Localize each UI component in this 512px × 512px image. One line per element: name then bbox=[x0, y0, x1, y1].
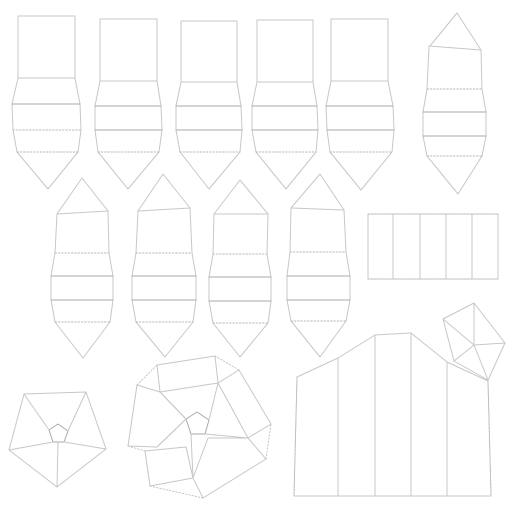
panel-7 bbox=[50, 177, 114, 359]
pentagon-fan-left bbox=[8, 391, 107, 488]
row-1-long-panels bbox=[11, 12, 487, 195]
panel-5 bbox=[325, 18, 395, 191]
panel-1 bbox=[11, 15, 82, 190]
pentagon-fan-center bbox=[127, 355, 272, 499]
panel-3 bbox=[175, 20, 243, 190]
large-bottom-panel bbox=[293, 332, 492, 497]
panel-10 bbox=[286, 173, 351, 358]
panel-4 bbox=[251, 19, 319, 190]
strip-grid bbox=[367, 213, 499, 280]
cap-piece-upper-right bbox=[442, 302, 506, 381]
panel-2 bbox=[94, 18, 163, 190]
row-2-panels bbox=[50, 173, 351, 359]
panel-8 bbox=[131, 173, 197, 358]
panel-9 bbox=[208, 179, 272, 358]
panel-6 bbox=[422, 12, 487, 195]
